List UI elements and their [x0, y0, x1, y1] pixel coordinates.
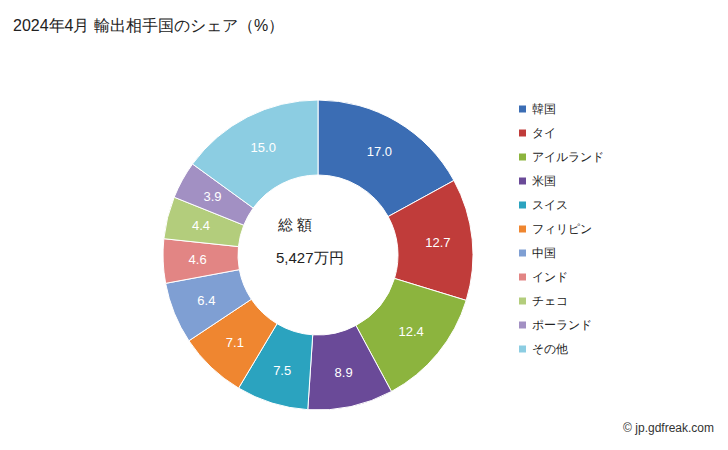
svg-text:チェコ: チェコ [532, 294, 568, 308]
svg-text:7.5: 7.5 [273, 363, 291, 378]
svg-text:総 額: 総 額 [277, 216, 312, 233]
svg-text:米国: 米国 [532, 174, 556, 188]
svg-text:8.9: 8.9 [335, 365, 353, 380]
svg-text:4.6: 4.6 [189, 252, 207, 267]
svg-text:スイス: スイス [532, 198, 568, 212]
svg-text:© jp.gdfreak.com: © jp.gdfreak.com [623, 421, 714, 435]
svg-text:3.9: 3.9 [203, 189, 221, 204]
svg-text:フィリピン: フィリピン [532, 222, 592, 236]
svg-text:5,427万円: 5,427万円 [276, 249, 344, 266]
svg-text:その他: その他 [532, 342, 568, 356]
svg-text:15.0: 15.0 [251, 140, 276, 155]
svg-text:17.0: 17.0 [367, 144, 392, 159]
svg-text:ポーランド: ポーランド [532, 318, 592, 332]
svg-text:7.1: 7.1 [226, 335, 244, 350]
svg-text:6.4: 6.4 [197, 293, 215, 308]
svg-text:タイ: タイ [532, 126, 556, 140]
svg-text:4.4: 4.4 [192, 218, 210, 233]
svg-text:韓国: 韓国 [532, 102, 556, 116]
svg-text:12.4: 12.4 [398, 324, 423, 339]
svg-text:12.7: 12.7 [425, 235, 450, 250]
svg-text:アイルランド: アイルランド [532, 150, 604, 164]
svg-text:2024年4月 輸出相手国のシェア（%）: 2024年4月 輸出相手国のシェア（%） [13, 17, 284, 34]
svg-text:中国: 中国 [532, 246, 556, 260]
svg-text:インド: インド [532, 270, 568, 284]
